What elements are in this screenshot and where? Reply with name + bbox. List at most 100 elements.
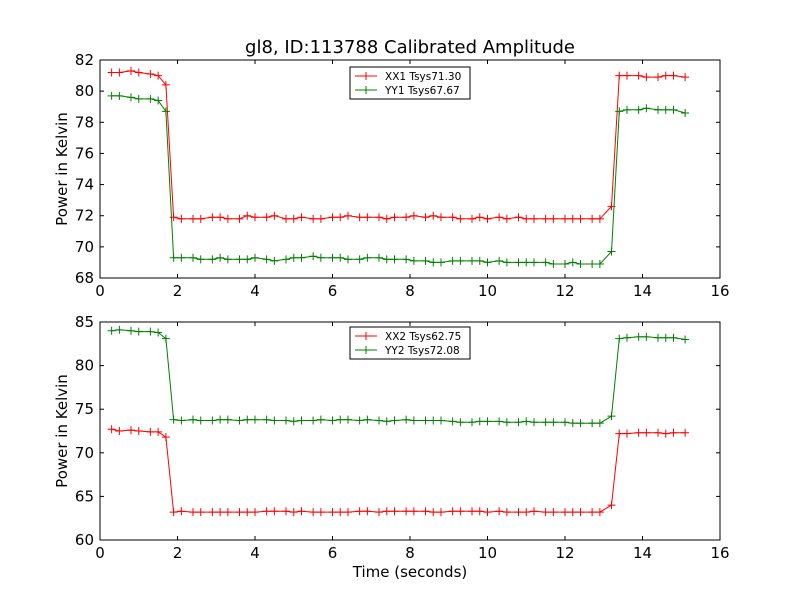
data-point bbox=[390, 416, 399, 425]
data-point bbox=[289, 253, 298, 262]
data-point bbox=[429, 258, 438, 267]
data-point bbox=[154, 96, 163, 105]
data-point bbox=[549, 259, 558, 268]
x-tick-label: 10 bbox=[478, 544, 497, 562]
data-point bbox=[475, 417, 484, 426]
data-point bbox=[437, 258, 445, 267]
data-point bbox=[502, 258, 511, 267]
x-tick-label: 12 bbox=[555, 282, 574, 300]
data-point bbox=[654, 333, 662, 342]
data-point bbox=[514, 418, 523, 427]
data-point bbox=[502, 418, 511, 427]
data-point bbox=[475, 213, 484, 222]
data-point bbox=[336, 253, 345, 262]
data-point bbox=[134, 427, 143, 435]
data-point bbox=[568, 258, 577, 267]
data-point bbox=[514, 508, 523, 517]
data-point bbox=[448, 507, 457, 516]
data-point bbox=[390, 507, 399, 516]
data-point bbox=[270, 416, 279, 425]
data-point bbox=[681, 335, 690, 344]
data-point bbox=[127, 426, 135, 435]
data-point bbox=[402, 255, 411, 264]
data-point bbox=[588, 508, 597, 517]
data-point bbox=[223, 255, 232, 264]
data-point bbox=[134, 327, 143, 336]
data-point bbox=[429, 508, 438, 517]
data-point bbox=[522, 214, 531, 223]
data-point bbox=[169, 253, 178, 262]
data-point bbox=[634, 71, 643, 80]
data-point bbox=[189, 214, 197, 223]
data-point bbox=[429, 416, 438, 425]
y-tick-label: 82 bbox=[75, 51, 94, 69]
data-point bbox=[661, 105, 670, 114]
data-point bbox=[615, 107, 624, 116]
data-point bbox=[161, 107, 170, 116]
data-point bbox=[634, 105, 643, 114]
data-point bbox=[328, 508, 337, 517]
data-point bbox=[216, 415, 225, 424]
data-point bbox=[336, 213, 345, 222]
y-tick-label: 68 bbox=[75, 269, 94, 287]
data-point bbox=[177, 253, 186, 262]
data-point bbox=[316, 214, 325, 223]
legend: XX1 Tsys71.30 YY1 Tsys67.67 bbox=[349, 66, 471, 100]
data-point bbox=[235, 508, 244, 517]
data-point bbox=[251, 213, 259, 222]
x-tick-label: 4 bbox=[250, 544, 260, 562]
data-point bbox=[448, 256, 457, 265]
data-point bbox=[468, 507, 476, 516]
data-point bbox=[681, 428, 690, 437]
data-point bbox=[615, 334, 624, 343]
data-point bbox=[661, 71, 670, 80]
data-point bbox=[289, 508, 298, 517]
data-point bbox=[421, 416, 430, 425]
data-point bbox=[262, 415, 271, 424]
data-point bbox=[522, 258, 531, 267]
y-tick-label: 75 bbox=[75, 400, 94, 418]
data-point bbox=[623, 333, 631, 342]
data-point bbox=[522, 417, 531, 426]
data-point bbox=[127, 326, 135, 335]
data-point bbox=[390, 213, 399, 222]
data-point bbox=[448, 417, 457, 426]
data-point bbox=[251, 508, 259, 517]
data-point bbox=[402, 415, 411, 424]
data-point bbox=[169, 213, 178, 222]
data-point bbox=[576, 259, 585, 268]
data-point bbox=[661, 429, 670, 438]
data-point bbox=[243, 508, 252, 517]
data-point bbox=[514, 258, 523, 267]
data-point bbox=[363, 213, 372, 222]
data-point bbox=[223, 415, 232, 424]
data-point bbox=[154, 427, 163, 436]
data-point bbox=[483, 258, 492, 267]
data-point bbox=[297, 416, 306, 425]
data-point bbox=[355, 213, 364, 222]
data-point bbox=[297, 253, 306, 262]
y-axis-label: Power in Kelvin bbox=[53, 112, 71, 226]
data-point bbox=[607, 501, 616, 510]
data-point bbox=[309, 416, 318, 425]
data-point bbox=[642, 332, 651, 341]
data-point bbox=[235, 255, 244, 264]
data-point bbox=[363, 253, 372, 262]
data-point bbox=[336, 415, 345, 424]
data-point bbox=[297, 213, 306, 222]
data-point bbox=[561, 508, 569, 517]
data-point bbox=[270, 507, 279, 516]
data-point bbox=[289, 417, 298, 426]
data-point bbox=[421, 213, 430, 222]
data-point bbox=[681, 108, 690, 117]
data-point bbox=[483, 508, 492, 517]
data-point bbox=[107, 326, 116, 335]
data-point bbox=[595, 419, 604, 428]
data-point bbox=[375, 213, 383, 222]
legend-box bbox=[349, 326, 471, 360]
data-point bbox=[607, 412, 616, 421]
data-point bbox=[495, 417, 504, 426]
legend-label: YY2 Tsys72.08 bbox=[384, 345, 460, 357]
data-point bbox=[669, 428, 678, 437]
data-point bbox=[522, 508, 531, 517]
